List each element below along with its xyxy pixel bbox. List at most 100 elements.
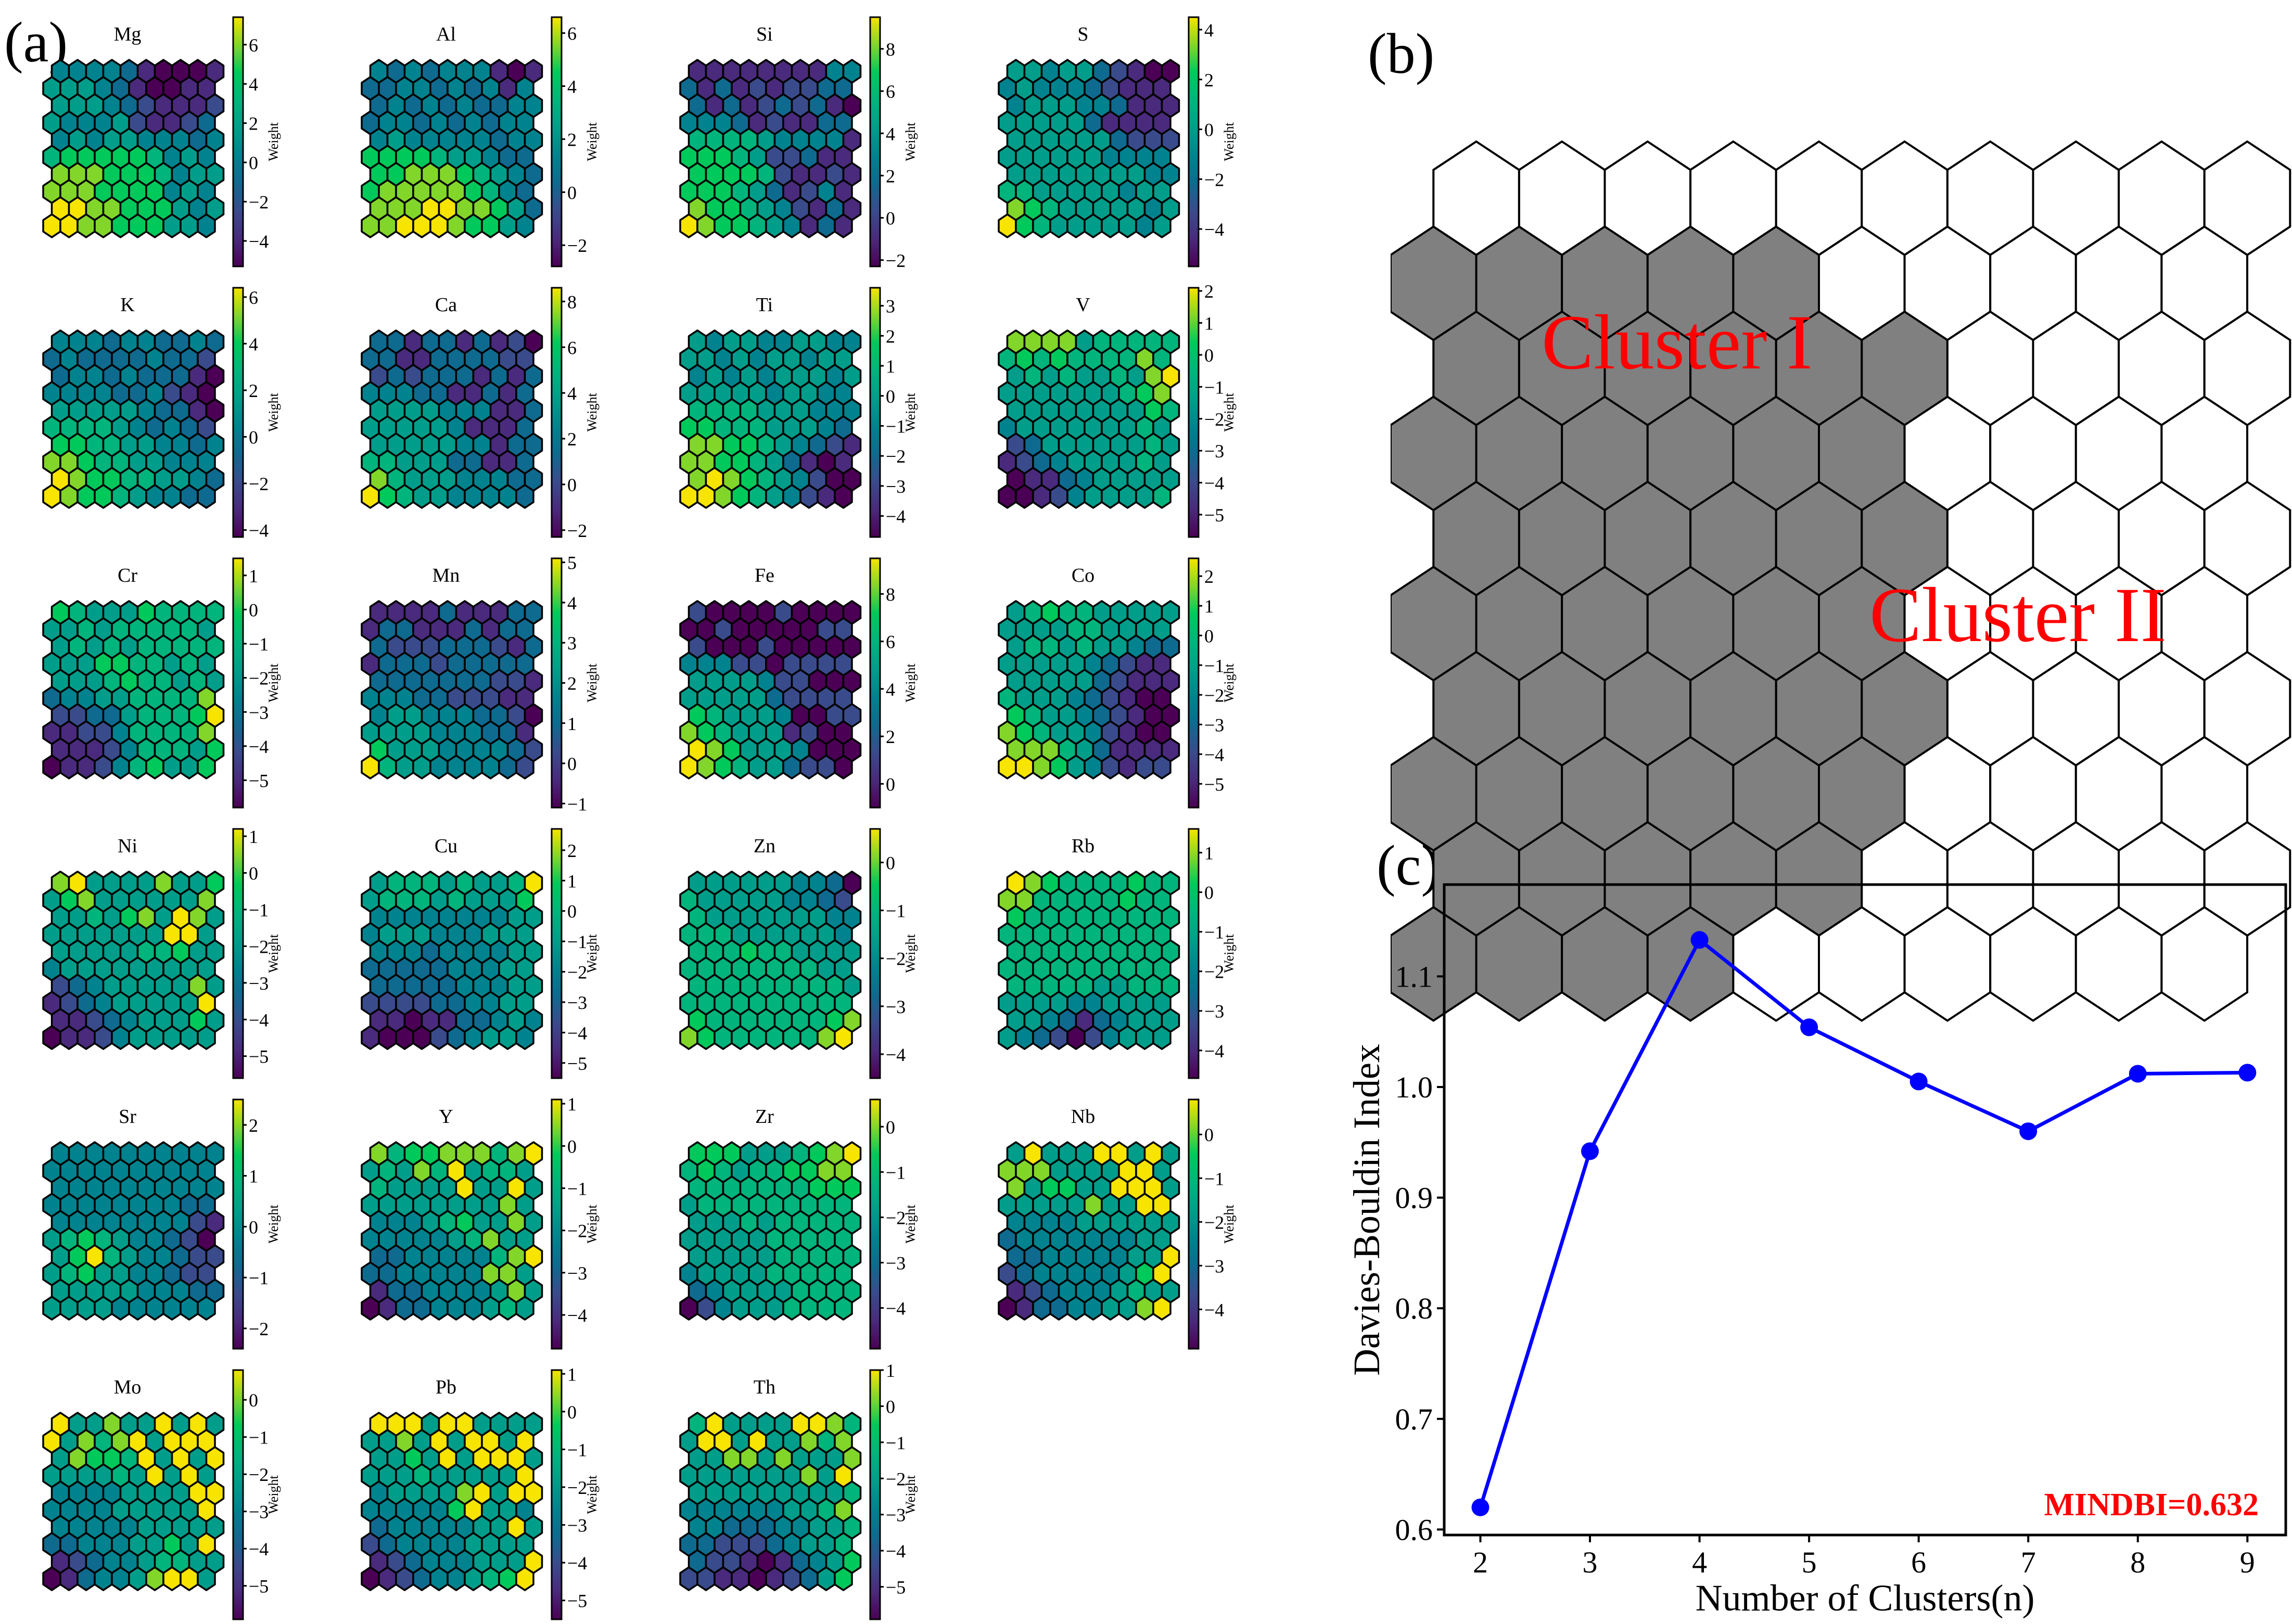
- plane-title: Zn: [754, 835, 775, 857]
- colorbar-tick-label: 2: [886, 326, 895, 347]
- hex-node: [834, 755, 853, 779]
- x-tick-label: 7: [2021, 1545, 2036, 1579]
- hex-node: [782, 1566, 801, 1591]
- colorbar-tick-label: −2: [249, 192, 269, 213]
- hex-node: [412, 484, 431, 509]
- colorbar-tick-label: 1: [1204, 313, 1214, 334]
- hex-node: [197, 213, 216, 238]
- hex-node: [679, 1025, 698, 1050]
- colorbar-tick-label: 8: [886, 39, 895, 60]
- hex-node: [765, 484, 784, 509]
- dbi-point-6: [1909, 1072, 1928, 1091]
- plane-title: Nb: [1071, 1106, 1095, 1128]
- colorbar-label: Weight: [584, 1205, 600, 1244]
- x-tick-label: 5: [1802, 1545, 1817, 1579]
- hex-node: [782, 755, 801, 779]
- colorbar-tick-label: −4: [567, 1305, 587, 1326]
- colorbar: [551, 1369, 563, 1620]
- hex-node: [395, 1025, 414, 1050]
- hex-node: [1032, 755, 1051, 779]
- hex-node: [145, 1025, 164, 1050]
- hex-node: [1015, 755, 1034, 779]
- colorbar-tick-label: 4: [567, 593, 577, 613]
- colorbar-tick-label: 1: [886, 1360, 895, 1381]
- colorbar-tick-label: 2: [567, 429, 577, 450]
- colorbar: [1188, 287, 1200, 538]
- hex-node: [395, 1566, 414, 1591]
- colorbar-tick-label: −4: [1204, 473, 1224, 494]
- hex-node: [817, 213, 836, 238]
- dbi-point-7: [2019, 1122, 2038, 1141]
- colorbar-label: Weight: [584, 393, 600, 432]
- hex-node: [1135, 213, 1154, 238]
- hex-node: [1135, 755, 1154, 779]
- colorbar-tick-label: 1: [567, 713, 577, 734]
- hex-node: [799, 1296, 819, 1321]
- hex-node: [111, 1566, 130, 1591]
- colorbar-tick-label: 4: [886, 123, 895, 144]
- colorbar: [869, 557, 881, 809]
- cluster-1-label: Cluster I: [1542, 299, 1813, 386]
- hex-node: [498, 1025, 517, 1050]
- hex-node: [361, 1296, 380, 1321]
- hex-node: [696, 1025, 716, 1050]
- dbi-point-4: [1690, 931, 1709, 949]
- hex-node: [1101, 1296, 1120, 1321]
- colorbar-label: Weight: [1221, 393, 1237, 432]
- component-plane-cr: Cr 1 0 −1 −2 −3 −4 −5 Weight: [42, 557, 281, 809]
- hex-node: [464, 1566, 483, 1591]
- colorbar-tick-label: −4: [249, 231, 269, 252]
- colorbar: [869, 287, 881, 538]
- hex-node: [145, 1296, 164, 1321]
- colorbar-tick-label: −3: [567, 1515, 587, 1536]
- hex-node: [111, 484, 130, 509]
- hex-node: [782, 484, 801, 509]
- colorbar-label: Weight: [584, 122, 600, 161]
- colorbar-tick-label: 0: [249, 1390, 258, 1411]
- hex-node: [731, 1296, 750, 1321]
- colorbar-tick-label: 5: [567, 553, 577, 573]
- hex-node: [162, 1566, 182, 1591]
- colorbar-tick-label: −3: [1204, 1001, 1224, 1022]
- colorbar-tick-label: 6: [886, 81, 895, 102]
- hex-node: [1049, 484, 1068, 509]
- hex-node: [128, 213, 147, 238]
- hex-node: [197, 755, 216, 779]
- hex-node: [361, 755, 380, 779]
- hex-node: [77, 1296, 96, 1321]
- colorbar-tick-label: −2: [249, 1319, 269, 1339]
- hex-node: [998, 1025, 1017, 1050]
- colorbar: [551, 557, 563, 809]
- colorbar-tick-label: −4: [249, 736, 269, 757]
- colorbar-tick-label: −1: [567, 1178, 587, 1199]
- component-plane-mo: Mo 0 −1 −2 −3 −4 −5 Weight: [42, 1369, 281, 1620]
- colorbar: [232, 828, 244, 1079]
- hex-node: [464, 755, 483, 779]
- hex-node: [714, 1566, 733, 1591]
- colorbar-tick-label: 4: [567, 76, 577, 97]
- plane-title: K: [120, 294, 135, 316]
- colorbar-tick-label: 4: [1204, 20, 1214, 41]
- colorbar-tick-label: −2: [886, 250, 906, 271]
- colorbar-tick-label: −2: [886, 949, 906, 969]
- hex-node: [1015, 213, 1034, 238]
- component-plane-v: V 2 1 0 −1 −2 −3 −4 −5 Weight: [998, 281, 1237, 538]
- hex-node: [1084, 484, 1103, 509]
- hex-node: [1118, 1025, 1137, 1050]
- component-plane-mn: Mn 5 4 3 2 1 0 −1 Weight: [361, 553, 600, 814]
- hex-node: [817, 1566, 836, 1591]
- hex-node: [1118, 1296, 1137, 1321]
- plane-title: Zr: [755, 1106, 774, 1128]
- plane-title: Y: [439, 1106, 453, 1128]
- colorbar-tick-label: −1: [249, 900, 269, 920]
- hex-node: [765, 755, 784, 779]
- colorbar-tick-label: 1: [249, 566, 258, 586]
- colorbar-tick-label: −2: [567, 1221, 587, 1242]
- colorbar-tick-label: 1: [886, 356, 895, 377]
- colorbar-label: Weight: [266, 393, 281, 432]
- hex-node: [197, 484, 216, 509]
- hex-node: [361, 1566, 380, 1591]
- hex-node: [731, 484, 750, 509]
- hex-node: [1032, 1025, 1051, 1050]
- colorbar-tick-label: 0: [886, 208, 895, 229]
